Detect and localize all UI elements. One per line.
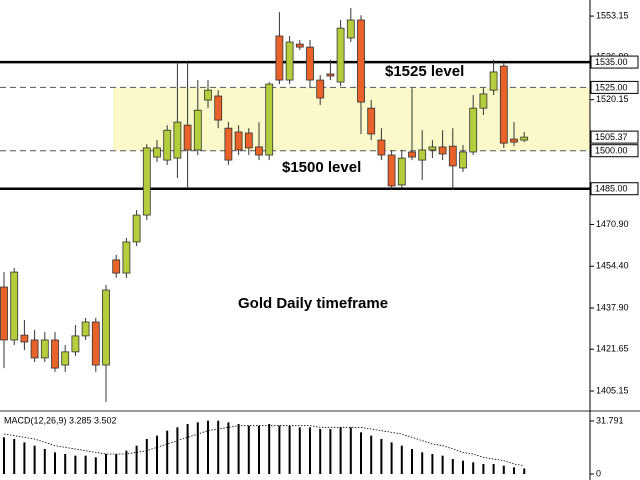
candle-body [0, 286, 8, 341]
candle-body [10, 271, 19, 341]
y-tick-label: 31.791 [596, 415, 624, 425]
candle-body [479, 93, 488, 109]
annotation: Gold Daily timeframe [238, 295, 388, 312]
candle-body [193, 109, 202, 151]
candle-body [224, 127, 233, 161]
candle-body [51, 339, 59, 369]
y-tick-label: 1454.40 [596, 261, 629, 271]
price-label: 1525.00 [595, 82, 628, 92]
candle-body [81, 321, 90, 337]
candle-body [438, 146, 447, 155]
candle-body [122, 241, 131, 274]
candle-body [357, 19, 365, 103]
candle-body [255, 146, 263, 156]
price-label-box [590, 80, 639, 94]
y-tick-label: 1405.15 [596, 385, 629, 395]
candle-body [459, 151, 467, 169]
price-label: 1485.00 [595, 184, 628, 194]
candle-body [275, 35, 284, 81]
annotation: $1525 level [385, 63, 464, 80]
candle-body [295, 43, 304, 48]
candle-body [244, 132, 253, 149]
candle-body [112, 259, 121, 274]
candle-body [234, 131, 243, 151]
candle-body [306, 46, 314, 81]
candle-body [326, 73, 335, 77]
y-tick-label: 1553.15 [596, 10, 629, 20]
candle-body [214, 95, 223, 121]
candle-body [102, 289, 110, 366]
candle-body [142, 147, 151, 216]
y-tick-label: 1470.90 [596, 219, 629, 229]
candle-body [204, 89, 212, 101]
candle-body [173, 121, 182, 159]
candle-body [61, 351, 70, 366]
price-label: 1505.37 [595, 132, 628, 142]
candle-body [20, 334, 29, 343]
candle-body [448, 145, 457, 167]
candle-body [183, 124, 192, 151]
candle-body [397, 157, 406, 186]
candle-body [30, 339, 39, 359]
candle-body [489, 71, 498, 91]
annotation: $1500 level [282, 159, 361, 176]
candle-body [469, 107, 478, 153]
candle-body [499, 65, 508, 144]
candle-body [153, 147, 161, 158]
price-label-box [590, 182, 639, 196]
candle-body [163, 129, 172, 161]
signal-line [3, 425, 525, 467]
candle-body [71, 335, 80, 353]
candle-body [520, 136, 529, 141]
candle-body [265, 83, 274, 156]
y-tick-label: 1421.65 [596, 344, 629, 354]
price-label-box [590, 130, 639, 144]
candle-body [336, 27, 345, 83]
price-label: 1500.00 [595, 146, 628, 156]
y-tick-label: 1437.90 [596, 302, 629, 312]
candle-body [387, 154, 396, 187]
price-label: 1535.00 [595, 57, 628, 67]
y-tick-label: 1520.15 [596, 94, 629, 104]
candle-body [428, 146, 437, 151]
candle-body [510, 138, 518, 143]
candle-body [346, 19, 355, 39]
y-tick-label: 0 [596, 468, 601, 478]
candle-body [285, 41, 294, 81]
candle-body [40, 339, 49, 359]
candle-body [418, 149, 427, 161]
candle-body [367, 107, 376, 135]
price-label-box [590, 144, 639, 158]
candle-body [408, 151, 416, 158]
candle-body [91, 321, 100, 366]
price-label-box [590, 55, 639, 69]
candle-body [132, 214, 141, 243]
candle-body [377, 139, 386, 156]
candle-body [316, 79, 325, 99]
macd-title: MACD(12,26,9) 3.285 3.502 [4, 415, 117, 425]
